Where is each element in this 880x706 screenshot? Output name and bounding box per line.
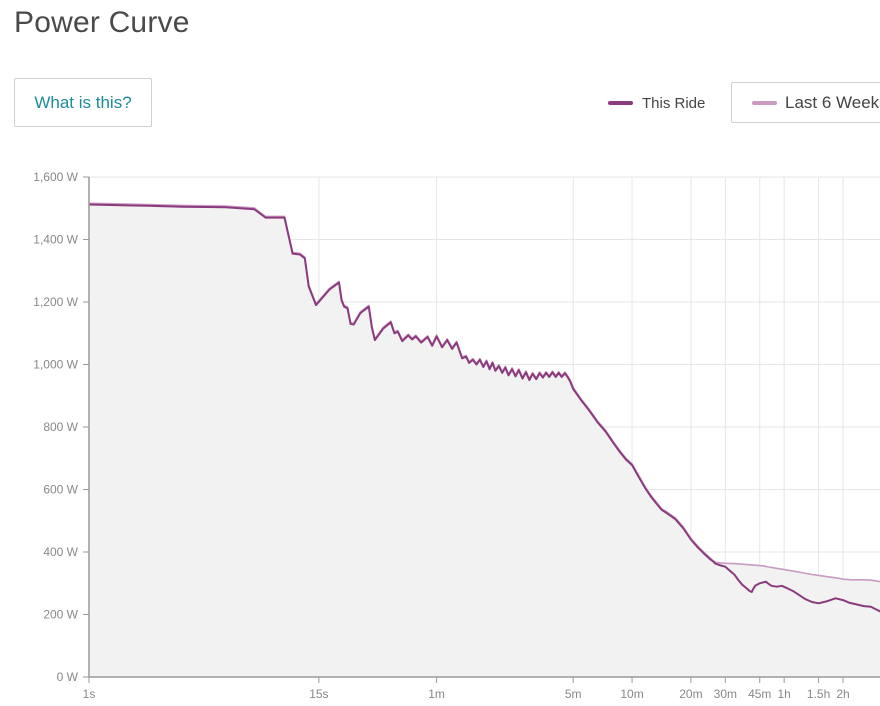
legend-item-this-ride[interactable]: This Ride [608,93,705,113]
y-tick-label: 600 W [43,483,78,497]
y-tick-label: 0 W [57,670,79,684]
series-lines [88,202,880,613]
x-tick-label: 1m [428,687,445,701]
legend-label-this-ride: This Ride [642,94,706,112]
x-tick-label: 30m [714,687,737,701]
x-tick-label: 2h [836,687,849,701]
what-is-this-button[interactable]: What is this? [14,78,152,127]
x-tick-label: 45m [748,687,771,701]
page-title: Power Curve [14,6,190,39]
series-line-this-ride [88,203,880,613]
y-tick-label: 1,400 W [33,233,78,247]
legend-label-last-6-weeks: Last 6 Weeks [785,92,880,112]
x-tick-label: 10m [620,687,643,701]
axes [83,176,880,683]
y-tick-label: 200 W [43,608,78,622]
y-tick-label: 1,000 W [33,358,78,372]
y-tick-label: 400 W [43,545,78,559]
x-tick-label: 5m [565,687,582,701]
x-tick-label: 1.5h [807,687,830,701]
y-tick-label: 1,200 W [33,295,78,309]
legend-item-last-6-weeks[interactable]: Last 6 Weeks [731,82,880,123]
area-fill [89,203,880,677]
legend-swatch-last-6-weeks [752,100,777,105]
x-tick-label: 20m [679,687,702,701]
x-tick-label: 1h [777,687,790,701]
x-tick-label: 1s [83,687,96,701]
y-tick-label: 1,600 W [33,170,78,184]
x-tick-labels: 1s 15s 1m 5m 10m 20m 30m 45m 1h 1.5h 2h [83,687,850,701]
legend-swatch-this-ride [608,101,633,105]
y-tick-labels: 0 W 200 W 400 W 600 W 800 W 1,000 W 1,200 W 1,4… [33,170,78,684]
y-tick-label: 800 W [43,420,78,434]
x-tick-label: 15s [309,687,328,701]
